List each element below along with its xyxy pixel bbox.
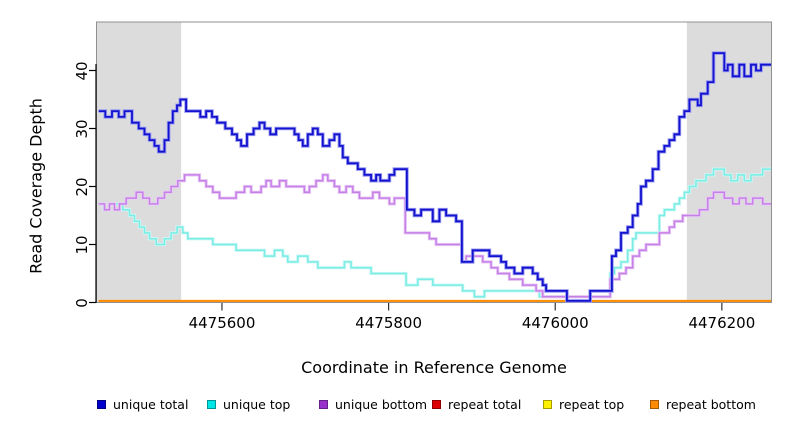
series-line-unique-total: [98, 52, 771, 302]
legend-item-unique-top: unique top: [207, 396, 290, 412]
legend-label-unique-total: unique total: [113, 396, 189, 412]
x-tick-label-4476000: 4476000: [521, 314, 589, 332]
x-tick-label-4475800: 4475800: [355, 314, 422, 332]
x-tick-label-4475600: 4475600: [188, 314, 256, 332]
legend-item-repeat-top: repeat top: [543, 396, 624, 412]
shaded-region-left: [97, 22, 182, 303]
y-tick-label-10: 10: [73, 234, 91, 255]
legend-item-unique-total: unique total: [97, 396, 188, 412]
legend-swatch-repeat-top: [543, 399, 552, 409]
legend-label-unique-top: unique top: [223, 396, 291, 412]
legend-label-repeat-top: repeat top: [559, 396, 625, 412]
x-axis-label: Coordinate in Reference Genome: [301, 358, 567, 377]
legend-item-unique-bottom: unique bottom: [319, 396, 427, 412]
legend-item-repeat-bottom: repeat bottom: [650, 396, 756, 412]
y-axis-label: Read Coverage Depth: [26, 98, 46, 274]
x-tick-label-4476200: 4476200: [688, 314, 756, 332]
y-tick-label-0: 0: [73, 297, 91, 308]
legend-item-repeat-total: repeat total: [432, 396, 521, 412]
legend-swatch-unique-total: [97, 399, 106, 409]
plot-box-border: [96, 21, 772, 303]
series-line-unique-top: [98, 168, 771, 298]
legend-swatch-unique-top: [207, 399, 216, 409]
y-tick-label-20: 20: [73, 176, 91, 197]
legend-swatch-repeat-total: [432, 399, 441, 409]
legend-label-unique-bottom: unique bottom: [335, 396, 428, 412]
legend-swatch-unique-bottom: [319, 399, 328, 409]
legend-label-repeat-bottom: repeat bottom: [666, 396, 756, 412]
y-tick-label-40: 40: [73, 60, 91, 81]
legend-swatch-repeat-bottom: [650, 399, 659, 409]
y-tick-label-30: 30: [73, 118, 91, 139]
series-line-unique-bottom: [98, 174, 771, 298]
legend-label-repeat-total: repeat total: [448, 396, 522, 412]
series-halo-unique-bottom: [98, 173, 771, 299]
